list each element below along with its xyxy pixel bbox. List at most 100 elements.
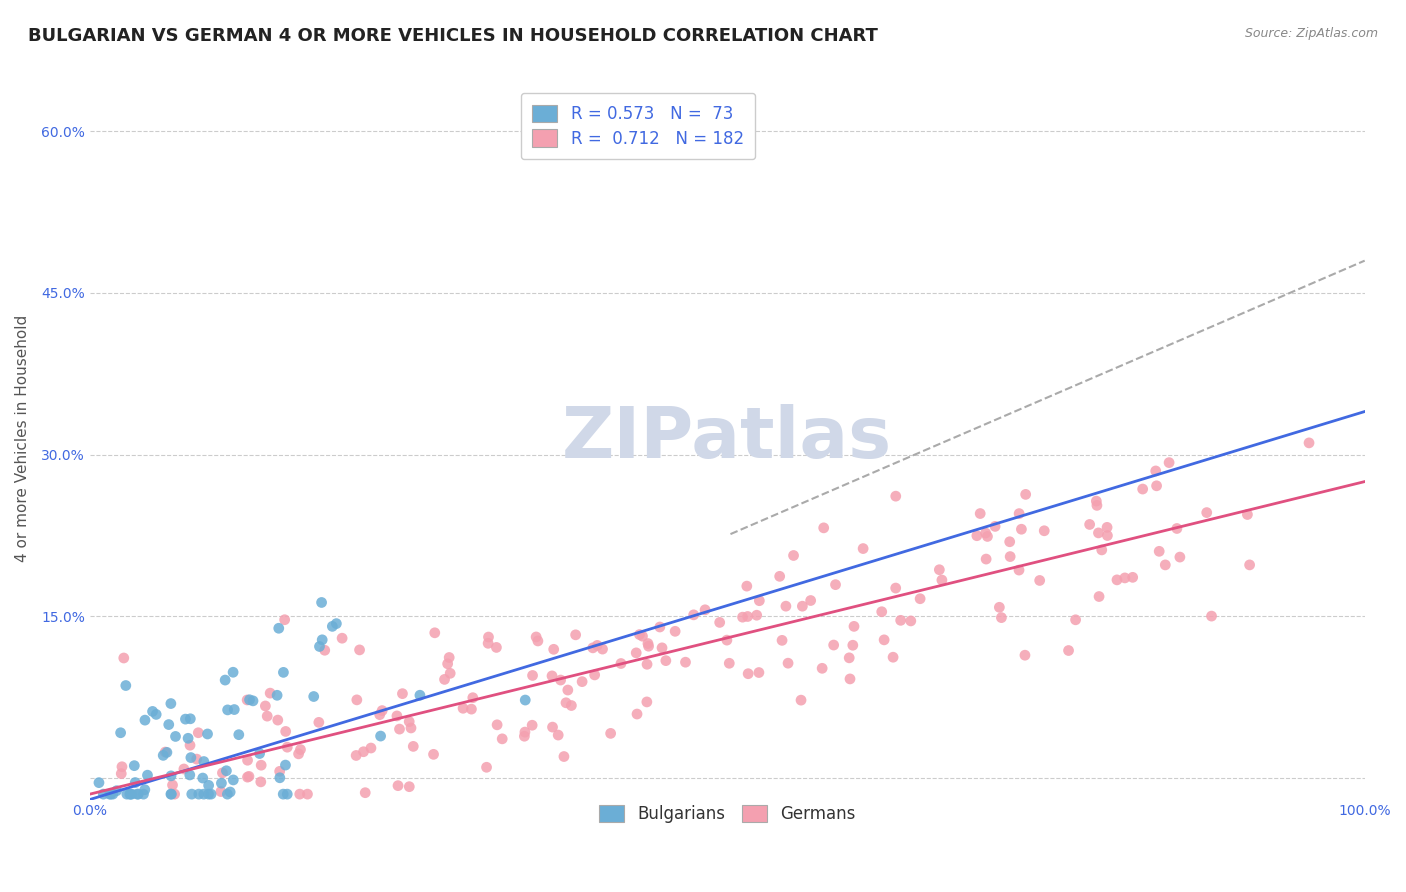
Germans <box>737 609 759 624</box>
Germans <box>884 489 907 503</box>
Bulgarians <box>132 787 155 801</box>
Germans <box>735 579 758 593</box>
Germans <box>998 534 1021 549</box>
Germans <box>553 749 575 764</box>
Germans <box>1132 482 1154 496</box>
Germans <box>371 704 394 718</box>
Germans <box>1114 571 1136 585</box>
Germans <box>344 748 367 763</box>
Bulgarians <box>238 693 260 707</box>
Text: ZIPatlas: ZIPatlas <box>562 404 893 473</box>
Bulgarians <box>197 727 219 741</box>
Bulgarians <box>98 787 121 801</box>
Bulgarians <box>271 787 294 801</box>
Germans <box>1057 643 1080 657</box>
Germans <box>571 674 593 689</box>
Germans <box>527 634 550 648</box>
Germans <box>648 620 671 634</box>
Germans <box>1014 648 1036 663</box>
Germans <box>637 639 659 653</box>
Bulgarians <box>215 764 238 778</box>
Bulgarians <box>515 693 537 707</box>
Germans <box>1122 570 1144 584</box>
Germans <box>477 636 499 650</box>
Germans <box>513 729 536 743</box>
Germans <box>599 726 621 740</box>
Bulgarians <box>179 768 201 782</box>
Bulgarians <box>191 771 214 785</box>
Germans <box>485 640 508 655</box>
Germans <box>592 642 614 657</box>
Germans <box>969 507 991 521</box>
Bulgarians <box>266 688 288 702</box>
Germans <box>890 613 912 627</box>
Germans <box>249 775 271 789</box>
Germans <box>236 693 259 707</box>
Bulgarians <box>118 787 141 801</box>
Germans <box>769 569 792 583</box>
Bulgarians <box>157 717 180 731</box>
Germans <box>238 769 260 783</box>
Bulgarians <box>115 787 138 801</box>
Bulgarians <box>200 787 222 801</box>
Germans <box>792 599 814 614</box>
Bulgarians <box>269 771 291 785</box>
Bulgarians <box>228 728 250 742</box>
Germans <box>870 605 893 619</box>
Germans <box>236 770 259 784</box>
Germans <box>1195 506 1218 520</box>
Bulgarians <box>219 785 242 799</box>
Germans <box>1010 522 1032 536</box>
Germans <box>290 742 312 756</box>
Germans <box>628 627 651 641</box>
Bulgarians <box>160 697 183 711</box>
Germans <box>179 738 201 752</box>
Germans <box>990 610 1012 624</box>
Bulgarians <box>156 745 179 759</box>
Germans <box>800 593 823 607</box>
Bulgarians <box>120 787 142 801</box>
Bulgarians <box>124 775 146 789</box>
Bulgarians <box>325 616 347 631</box>
Bulgarians <box>224 702 246 716</box>
Germans <box>1144 464 1167 478</box>
Germans <box>402 739 425 754</box>
Text: Source: ZipAtlas.com: Source: ZipAtlas.com <box>1244 27 1378 40</box>
Germans <box>900 614 922 628</box>
Bulgarians <box>160 787 183 801</box>
Bulgarians <box>110 725 132 739</box>
Bulgarians <box>217 787 239 801</box>
Bulgarians <box>105 783 128 797</box>
Germans <box>988 600 1011 615</box>
Bulgarians <box>302 690 325 704</box>
Bulgarians <box>180 750 202 764</box>
Germans <box>984 519 1007 533</box>
Germans <box>254 698 277 713</box>
Germans <box>111 760 134 774</box>
Germans <box>693 603 716 617</box>
Germans <box>682 607 704 622</box>
Germans <box>163 787 186 801</box>
Germans <box>1088 590 1111 604</box>
Bulgarians <box>267 621 290 635</box>
Germans <box>110 766 132 780</box>
Germans <box>811 661 834 675</box>
Germans <box>1166 521 1188 535</box>
Germans <box>423 625 446 640</box>
Germans <box>631 629 654 643</box>
Germans <box>349 643 371 657</box>
Bulgarians <box>101 787 124 801</box>
Germans <box>1008 507 1031 521</box>
Bulgarians <box>180 787 202 801</box>
Germans <box>1147 544 1170 558</box>
Germans <box>1298 436 1320 450</box>
Germans <box>287 747 309 761</box>
Germans <box>610 657 633 671</box>
Germans <box>186 752 208 766</box>
Germans <box>398 714 420 729</box>
Germans <box>477 630 499 644</box>
Germans <box>842 638 865 652</box>
Bulgarians <box>276 787 298 801</box>
Germans <box>555 696 578 710</box>
Bulgarians <box>187 787 209 801</box>
